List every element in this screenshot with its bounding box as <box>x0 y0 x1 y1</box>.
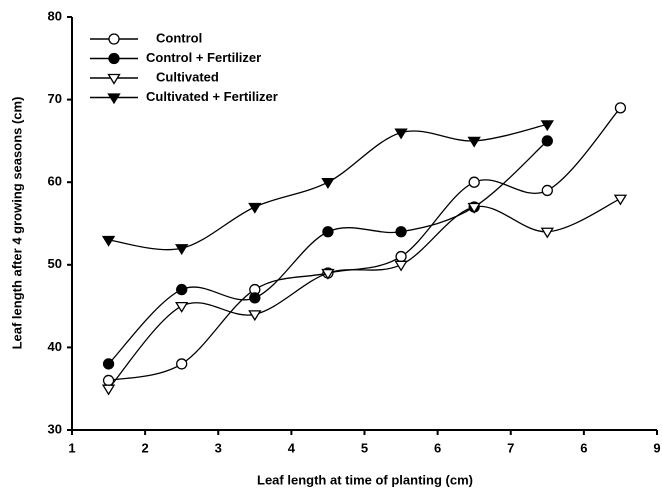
marker <box>102 358 115 370</box>
marker <box>321 178 335 189</box>
marker <box>101 384 116 396</box>
legend-label: Cultivated <box>156 69 219 84</box>
marker <box>176 358 188 370</box>
x-axis-label: Leaf length at time of planting (cm) <box>257 472 473 487</box>
legend-marker <box>107 93 121 105</box>
legend-label: Control <box>156 30 202 45</box>
x-tick-label: 1 <box>68 440 75 455</box>
legend-marker <box>108 52 120 65</box>
y-axis-label: Leaf length after 4 growing seasons (cm) <box>9 97 24 350</box>
x-tick-label: 5 <box>361 440 368 455</box>
x-tick-label: 3 <box>215 440 222 455</box>
marker <box>175 244 189 256</box>
marker <box>394 260 408 272</box>
x-tick-label: 9 <box>653 440 660 455</box>
marker <box>248 310 262 322</box>
x-tick-label: 4 <box>288 440 296 455</box>
marker <box>322 226 334 238</box>
x-tick-label: 6 <box>580 440 587 455</box>
marker <box>248 202 262 214</box>
legend-marker <box>107 73 121 85</box>
marker <box>613 194 628 206</box>
marker <box>249 292 261 304</box>
x-tick-label: 2 <box>142 440 149 455</box>
legend-label: Control + Fertilizer <box>146 50 261 65</box>
y-tick-label: 60 <box>48 174 62 189</box>
legend-marker <box>108 33 120 45</box>
marker <box>394 128 408 140</box>
marker <box>614 102 627 114</box>
y-tick-label: 50 <box>48 256 62 271</box>
marker <box>176 283 188 296</box>
marker <box>540 120 554 132</box>
marker <box>467 202 481 214</box>
y-tick-label: 30 <box>48 421 62 436</box>
marker <box>467 136 481 148</box>
marker <box>540 227 554 239</box>
marker <box>175 301 189 313</box>
marker <box>395 226 407 238</box>
marker <box>541 135 553 147</box>
marker <box>468 176 480 188</box>
marker <box>321 268 335 280</box>
x-tick-label: 7 <box>507 440 514 455</box>
x-tick-label: 6 <box>434 440 441 455</box>
y-tick-label: 80 <box>48 8 62 23</box>
marker <box>541 184 553 197</box>
legend-label: Cultivated + Fertilizer <box>146 89 278 104</box>
marker <box>101 235 116 247</box>
y-tick-label: 70 <box>48 91 62 106</box>
series-line <box>108 140 548 365</box>
marker <box>395 250 407 263</box>
y-tick-label: 40 <box>48 339 62 354</box>
